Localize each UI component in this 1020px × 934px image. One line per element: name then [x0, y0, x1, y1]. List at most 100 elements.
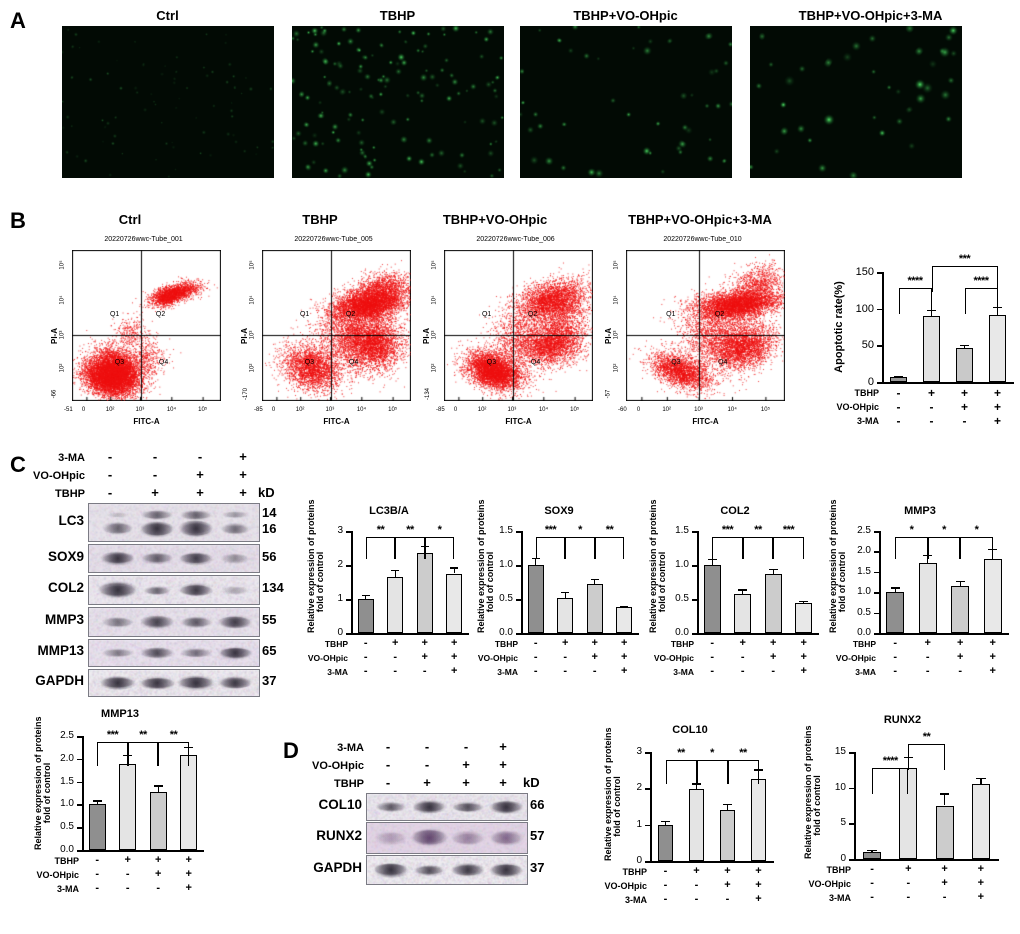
treatment-symbol: + [621, 651, 628, 663]
treatment-symbol: + [800, 665, 807, 677]
treatment-symbol: - [422, 665, 427, 677]
treatment-symbol: + [451, 637, 458, 649]
chart-mmp13: MMP13 Relative expression of proteins fold… [30, 706, 210, 906]
flow-quadrant-q1: Q1 [481, 311, 492, 319]
flow-xmin-label: -51 [64, 407, 73, 413]
chart-y-tick-label: 1 [337, 593, 343, 604]
bar [657, 824, 674, 861]
wb-d-treatment-symbol: + [499, 757, 507, 772]
chart-y-tick-label: 0 [840, 853, 846, 864]
chart-y-axis [521, 531, 523, 634]
flow-ytick: 10⁵ [431, 260, 438, 270]
significance-bracket [908, 744, 945, 770]
significance-bracket [594, 537, 625, 559]
bar [971, 784, 990, 859]
wb-c-treatment-symbol: - [152, 467, 158, 482]
error-bar [963, 344, 966, 348]
treatment-symbol: + [770, 651, 777, 663]
significance-bracket [898, 288, 932, 314]
error-bar [664, 821, 667, 825]
treatment-symbol: + [977, 891, 985, 903]
flow-xaxis-label: FITC-A [692, 417, 719, 426]
chart-title: COL2 [720, 505, 750, 517]
significance-bracket [712, 537, 743, 559]
treatment-symbol: - [592, 665, 597, 677]
error-bar-cap [92, 800, 102, 802]
treatment-symbol: - [893, 665, 898, 677]
error-bar-cap [768, 569, 778, 571]
treatment-symbol: + [392, 637, 399, 649]
chart-y-tick-label: 0.5 [499, 593, 513, 604]
error-bar [943, 793, 946, 806]
wb-d-kd-value: 66 [530, 797, 545, 812]
significance-bracket [727, 760, 759, 784]
flow-ytick: 10⁵ [613, 260, 620, 270]
error-bar-cap [890, 587, 900, 589]
panel-b-condition-1: TBHP [302, 212, 338, 227]
significance-label: ** [922, 731, 931, 743]
chart-y-tick [516, 633, 521, 635]
error-bar-cap [590, 578, 599, 580]
chart-y-tick-label: 1.5 [499, 525, 513, 536]
treatment-symbol: - [906, 891, 911, 903]
chart-y-axis-label-line: fold of control [657, 551, 668, 613]
wb-d-kd-value: 57 [530, 828, 545, 843]
treatment-symbol: - [363, 665, 368, 677]
wb-d-row-label-tbhp: TBHP [334, 778, 364, 790]
significance-bracket [665, 760, 697, 784]
error-bar-cap [361, 594, 370, 597]
wb-c-kd-value: 56 [262, 548, 277, 564]
treatment-symbol: + [977, 877, 985, 889]
treatment-symbol: + [124, 854, 131, 866]
flow-ytick: 10⁵ [249, 260, 256, 270]
bar [719, 809, 736, 861]
error-bar [564, 591, 566, 598]
flow-ytick: 10² [613, 363, 620, 373]
chart-y-tick-label: 0 [867, 376, 874, 388]
chart-x-axis [879, 633, 1009, 635]
treatment-row-label-vo: VO-OHpic [477, 653, 518, 663]
treatment-symbol: + [989, 637, 996, 649]
wb-c-kd-value: 37 [262, 673, 277, 688]
error-bar [726, 803, 729, 810]
chart-y-tick [346, 531, 351, 533]
flow-quadrant-q1: Q1 [109, 311, 120, 319]
flow-quadrant-q4: Q4 [718, 359, 728, 367]
bar [387, 576, 404, 633]
significance-label: ** [754, 524, 762, 536]
chart-y-tick [692, 531, 697, 533]
flow-xtick: 10⁴ [166, 407, 177, 413]
chart-y-axis [697, 531, 699, 634]
treatment-symbol: - [906, 877, 911, 889]
significance-bracket [565, 537, 595, 559]
flow-xtick: 10³ [507, 407, 517, 413]
chart-y-axis-label: Apoptotic rate(%) [833, 272, 846, 382]
treatment-row-label-vo: VO-OHpic [836, 402, 879, 412]
chart-y-tick [645, 752, 650, 754]
chart-sox9: SOX9 Relative expression of proteins fold … [473, 499, 645, 683]
significance-bracket [127, 742, 159, 766]
blot-strip [88, 607, 260, 637]
flow-ymin-label: -134 [425, 387, 432, 401]
flow-quadrant-q4: Q4 [158, 359, 169, 367]
treatment-row-label-vo: VO-OHpic [36, 870, 79, 880]
panel-letter-b: B [10, 208, 26, 233]
flow-xtick: 10⁵ [760, 407, 771, 413]
significance-label: *** [958, 253, 971, 265]
treatment-symbol: + [960, 400, 968, 414]
treatment-row-label-ma: 3-MA [327, 667, 348, 677]
chart-y-axis [82, 736, 84, 851]
blot-strip [88, 503, 260, 542]
flow-xaxis-label: FITC-A [323, 417, 350, 426]
wb-c-protein-name: MMP3 [44, 612, 84, 627]
chart-y-axis [879, 531, 881, 634]
chart-y-tick-label: 0.5 [675, 593, 689, 604]
panel-b-condition-2: TBHP+VO-OHpic [442, 212, 548, 227]
treatment-symbol: - [694, 893, 699, 905]
chart-title: LC3B/A [369, 505, 409, 517]
flow-xtick: 10⁴ [727, 407, 737, 413]
significance-label: *** [544, 524, 557, 536]
chart-y-tick-label: 0 [636, 855, 642, 866]
wb-d-treatment-symbol: - [385, 739, 391, 754]
flow-quadrant-q3: Q3 [304, 359, 315, 367]
